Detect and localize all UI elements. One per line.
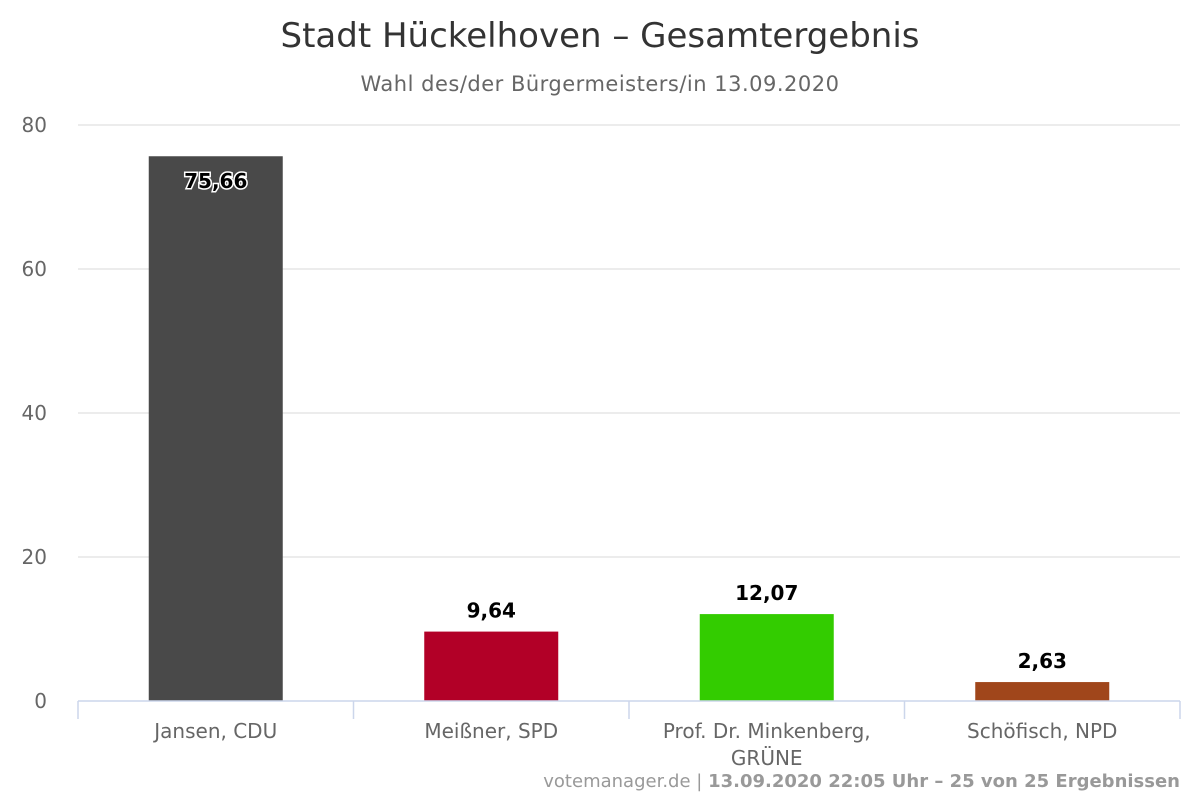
data-label: 12,07 [735,581,798,605]
x-tick-label: Jansen, CDU [152,719,277,743]
y-tick-label: 60 [22,257,47,281]
data-labels: 75,66 9,64 12,07 2,63 [183,168,1067,673]
data-label: 2,63 [1018,649,1067,673]
y-tick-label: 0 [34,689,47,713]
credits-footer[interactable]: votemanager.de | 13.09.2020 22:05 Uhr – … [543,771,1180,792]
x-tick-label-line: Schöfisch, NPD [967,719,1117,743]
x-tick-label-line: Jansen, CDU [152,719,277,743]
chart-title: Stadt Hückelhoven – Gesamtergebnis [280,16,919,56]
x-tick-label-line: GRÜNE [731,746,803,770]
data-label: 75,66 [184,169,247,193]
data-label: 9,64 [467,599,516,623]
credits-separator: | [690,771,709,792]
x-tick-label: Meißner, SPD [424,719,558,743]
y-tick-label: 80 [22,113,47,137]
x-tick-label-line: Prof. Dr. Minkenberg, [663,719,871,743]
bar[interactable] [699,614,834,701]
bar[interactable] [975,682,1110,701]
x-tick-label-line: Meißner, SPD [424,719,558,743]
credits-source[interactable]: votemanager.de [543,771,691,792]
x-tick-label: Prof. Dr. Minkenberg, GRÜNE [663,719,871,770]
bar[interactable] [148,156,283,702]
x-axis-labels: Jansen, CDU Meißner, SPD Prof. Dr. Minkenb… [152,719,1117,770]
bar[interactable] [424,631,559,701]
x-axis [77,700,1181,719]
bars [148,156,1110,702]
chart-subtitle: Wahl des/der Bürgermeisters/in 13.09.202… [361,72,840,96]
y-tick-label: 40 [22,401,47,425]
credits-status: 13.09.2020 22:05 Uhr – 25 von 25 Ergebni… [708,771,1180,792]
x-tick-label: Schöfisch, NPD [967,719,1117,743]
y-tick-label: 20 [22,545,47,569]
y-axis-labels: 0 20 40 60 80 [22,113,47,713]
